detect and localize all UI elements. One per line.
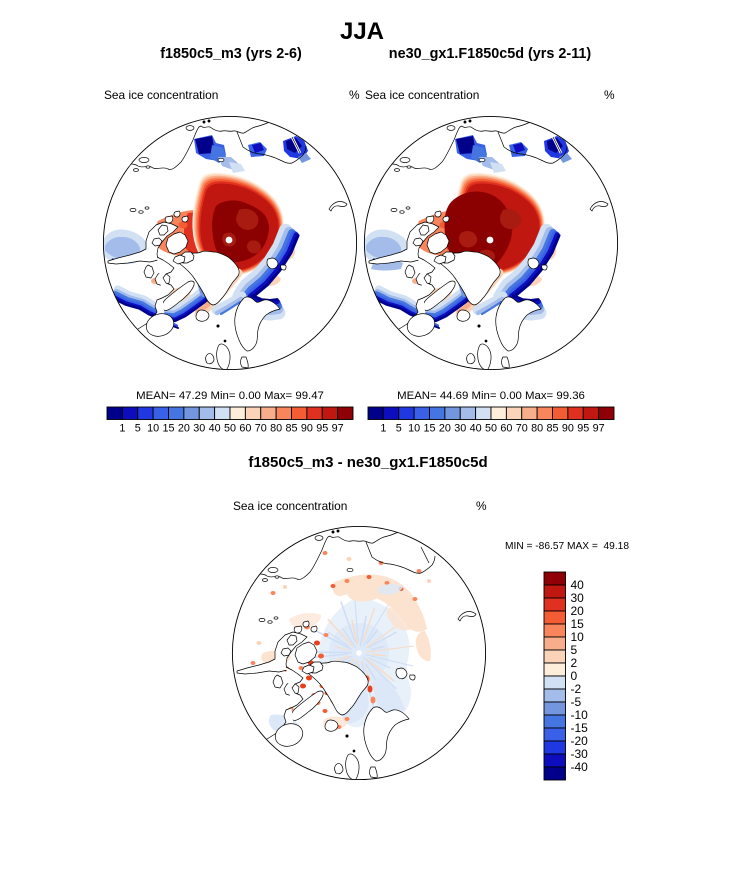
svg-text:97: 97 [592,423,604,435]
svg-text:50: 50 [224,423,236,435]
svg-text:-30: -30 [571,747,589,761]
svg-text:-2: -2 [571,682,582,696]
svg-text:10: 10 [148,423,160,435]
svg-text:5: 5 [571,643,578,657]
svg-text:30: 30 [454,423,466,435]
svg-text:15: 15 [423,423,435,435]
svg-text:40: 40 [209,423,221,435]
svg-text:97: 97 [332,423,344,435]
svg-text:85: 85 [546,423,558,435]
svg-text:85: 85 [286,423,298,435]
svg-text:40: 40 [571,578,585,592]
svg-text:90: 90 [301,423,313,435]
svg-text:-15: -15 [571,721,589,735]
svg-text:80: 80 [271,423,283,435]
svg-text:60: 60 [240,423,252,435]
svg-text:90: 90 [562,423,574,435]
svg-text:20: 20 [439,423,451,435]
svg-text:1: 1 [380,423,386,435]
svg-text:-5: -5 [571,695,582,709]
svg-text:30: 30 [571,591,585,605]
svg-text:50: 50 [485,423,497,435]
svg-text:95: 95 [577,423,589,435]
svg-text:5: 5 [135,423,141,435]
svg-text:95: 95 [317,423,329,435]
svg-text:10: 10 [571,630,585,644]
svg-text:20: 20 [571,604,585,618]
svg-text:80: 80 [531,423,543,435]
svg-text:-10: -10 [571,708,589,722]
svg-text:70: 70 [516,423,528,435]
svg-text:15: 15 [571,617,585,631]
svg-text:30: 30 [194,423,206,435]
svg-text:2: 2 [571,656,578,670]
svg-text:10: 10 [408,423,420,435]
svg-text:70: 70 [255,423,267,435]
svg-text:40: 40 [469,423,481,435]
svg-text:5: 5 [396,423,402,435]
svg-text:20: 20 [178,423,190,435]
svg-text:-20: -20 [571,734,589,748]
svg-text:1: 1 [120,423,126,435]
svg-text:-40: -40 [571,760,589,774]
svg-text:15: 15 [163,423,175,435]
svg-text:60: 60 [500,423,512,435]
svg-text:0: 0 [571,669,578,683]
